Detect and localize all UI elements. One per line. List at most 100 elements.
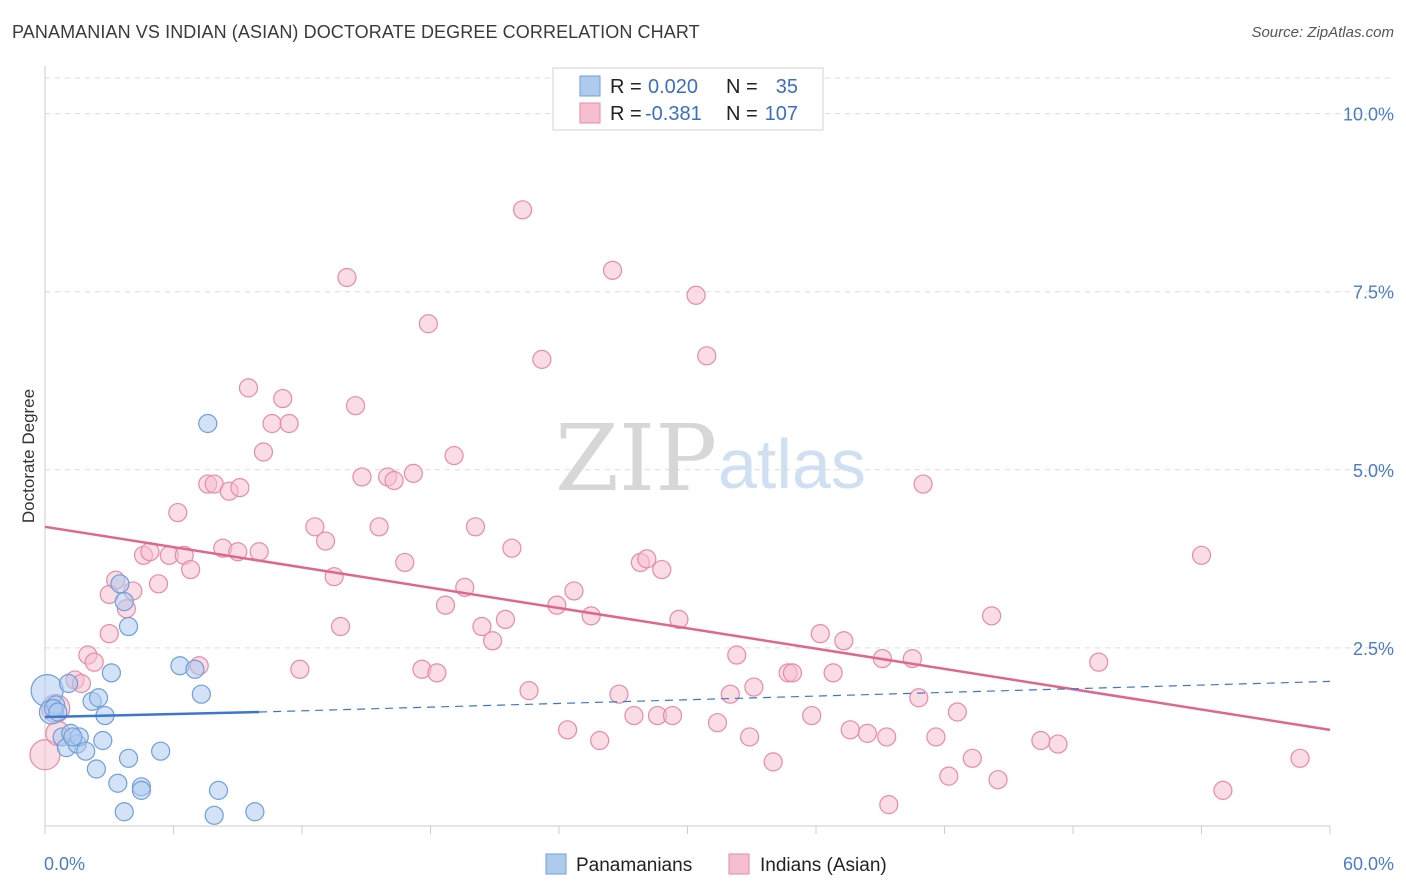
data-point-indians-asian (532, 349, 552, 369)
y-axis-label: Doctorate Degree (19, 389, 38, 523)
data-point-indians-asian (557, 720, 578, 740)
data-point-panamanians (76, 741, 96, 761)
data-point-indians-asian (988, 770, 1008, 790)
data-point-indians-asian (495, 609, 516, 630)
data-point-indians-asian (1089, 652, 1109, 672)
x-tick-label-max: 60.0% (1343, 854, 1394, 874)
legend: R = 0.020 N = 35 R = -0.381 N = 107 (552, 67, 824, 131)
data-point-panamanians (151, 741, 171, 761)
y-tick-label: 10.0% (1343, 105, 1394, 125)
data-point-indians-asian (727, 645, 747, 665)
data-point-indians-asian (84, 652, 104, 672)
data-point-panamanians (114, 591, 134, 612)
data-point-indians-asian (802, 705, 822, 726)
data-point-indians-asian (840, 720, 860, 740)
legend-r-value: 0.020 (648, 76, 698, 98)
data-point-panamanians (58, 673, 79, 694)
legend-swatch-indians (579, 102, 601, 124)
data-point-indians-asian (519, 681, 539, 701)
data-point-indians-asian (418, 314, 438, 334)
data-point-indians-asian (230, 478, 250, 498)
bottom-legend-panamanians: Panamanians (576, 855, 692, 876)
data-point-panamanians (118, 748, 139, 768)
data-point-indians-asian (345, 396, 366, 416)
data-point-indians-asian (249, 542, 269, 562)
data-point-panamanians (86, 759, 107, 779)
watermark-atlas: atlas (718, 425, 866, 503)
trendlines (44, 525, 1331, 732)
data-point-panamanians (101, 663, 121, 683)
data-point-indians-asian (403, 463, 423, 483)
data-point-indians-asian (669, 609, 689, 630)
data-point-indians-asian (834, 631, 854, 651)
data-point-panamanians (185, 659, 205, 679)
data-point-indians-asian (305, 517, 325, 537)
data-point-indians-asian (290, 659, 310, 679)
legend-n-value: 107 (765, 103, 798, 125)
data-point-indians-asian (697, 346, 717, 366)
data-point-panamanians (88, 688, 109, 708)
data-point-indians-asian (395, 552, 415, 573)
data-point-indians-asian (279, 413, 299, 434)
data-point-indians-asian (502, 538, 522, 558)
data-point-indians-asian (652, 559, 672, 580)
y-tick-label: 2.5% (1353, 639, 1394, 659)
data-point-indians-asian (435, 595, 456, 615)
y-tick-label: 7.5% (1353, 283, 1394, 303)
data-point-indians-asian (1191, 545, 1212, 565)
trendline-panamanians (44, 710, 260, 719)
data-point-panamanians (114, 802, 134, 822)
data-point-indians-asian (1290, 748, 1310, 768)
chart-title: PANAMANIAN VS INDIAN (ASIAN) DOCTORATE D… (12, 22, 700, 42)
data-point-indians-asian (352, 467, 372, 487)
series-indians-asian (29, 200, 1310, 815)
data-point-indians-asian (315, 531, 336, 551)
data-point-indians-asian (720, 684, 740, 704)
data-point-panamanians (204, 805, 224, 825)
x-tick-label-min: 0.0% (44, 854, 85, 874)
data-point-indians-asian (99, 624, 119, 644)
data-point-indians-asian (547, 595, 567, 615)
trendline-panamanians-extension (259, 680, 1331, 713)
data-point-panamanians (118, 616, 139, 637)
data-point-indians-asian (238, 378, 259, 398)
data-point-indians-asian (602, 260, 623, 280)
data-point-indians-asian (1031, 730, 1051, 751)
bottom-legend-swatch-panamanians (545, 853, 567, 875)
data-point-indians-asian (609, 684, 629, 704)
data-point-indians-asian (707, 713, 728, 733)
data-point-panamanians (131, 780, 151, 800)
data-point-panamanians (48, 702, 68, 722)
data-point-indians-asian (624, 705, 644, 726)
data-point-panamanians (198, 413, 218, 434)
data-point-indians-asian (337, 267, 357, 288)
data-point-indians-asian (581, 606, 601, 626)
chart-source: Source: ZipAtlas.com (1251, 24, 1394, 41)
data-point-indians-asian (564, 581, 584, 601)
data-point-indians-asian (262, 413, 282, 434)
data-point-panamanians (208, 780, 229, 800)
legend-swatch-panamanians (579, 75, 601, 97)
data-point-indians-asian (1048, 734, 1068, 754)
data-point-panamanians (63, 727, 83, 747)
data-point-indians-asian (939, 766, 959, 786)
legend-n-value: 35 (776, 76, 798, 98)
grid-lines (45, 77, 1392, 649)
data-point-indians-asian (744, 677, 764, 697)
data-point-indians-asian (427, 663, 447, 683)
data-point-indians-asian (483, 631, 503, 651)
bottom-legend-indians: Indians (Asian) (760, 855, 887, 876)
data-point-indians-asian (947, 702, 967, 722)
watermark-zip: ZIP (555, 405, 717, 512)
data-point-indians-asian (148, 574, 169, 594)
legend-n-label: N = (726, 103, 758, 125)
data-point-indians-asian (982, 606, 1002, 626)
legend-n-label: N = (726, 76, 758, 98)
trendline-indians-asian (44, 525, 1331, 732)
data-point-indians-asian (253, 442, 274, 462)
data-point-panamanians (110, 574, 130, 594)
series-panamanians (30, 413, 265, 825)
data-point-panamanians (93, 730, 113, 751)
data-point-indians-asian (330, 616, 351, 637)
